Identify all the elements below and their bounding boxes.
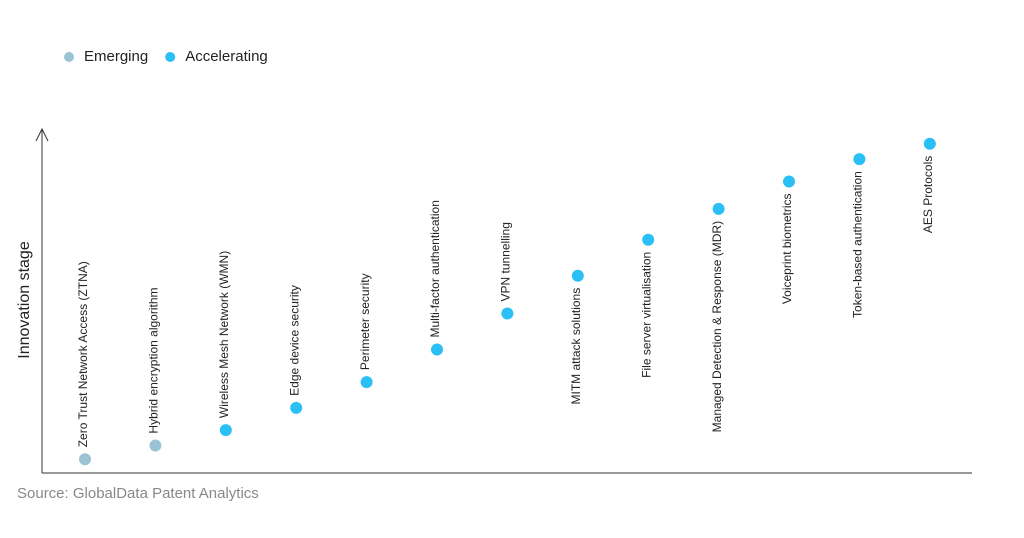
data-point [642, 233, 655, 246]
y-axis-arrow [35, 127, 49, 142]
data-point [712, 202, 725, 215]
point-label: Voiceprint biometrics [780, 193, 794, 304]
data-point [501, 307, 514, 320]
point-label: File server virtualisation [639, 252, 653, 378]
data-point [219, 424, 232, 437]
source-note: Source: GlobalData Patent Analytics [17, 485, 259, 502]
y-axis-title: Innovation stage [16, 241, 33, 359]
data-point [571, 269, 584, 282]
data-point [290, 401, 303, 414]
data-point [783, 175, 795, 188]
legend-text: Accelerating [185, 48, 268, 65]
legend-marker [165, 52, 176, 62]
point-label: AES Protocols [921, 156, 935, 233]
point-label: VPN tunnelling [499, 222, 513, 301]
point-label: MITM attack solutions [569, 288, 583, 405]
data-point [79, 453, 91, 466]
point-label: Multi-factor authentication [428, 200, 442, 337]
point-label: Wireless Mesh Network (WMN) [217, 251, 231, 418]
point-label: Edge device security [287, 285, 301, 396]
data-point [149, 439, 162, 452]
data-point [360, 376, 373, 389]
data-point [853, 153, 866, 166]
point-label: Perimeter security [358, 273, 372, 370]
data-point [431, 343, 443, 356]
data-point [923, 137, 936, 150]
point-label: Token-based authentication [851, 171, 865, 318]
point-label: Zero Trust Network Access (ZTNA) [76, 261, 90, 447]
legend-marker [64, 52, 74, 62]
point-label: Hybrid encryption algorithm [147, 287, 161, 433]
legend-text: Emerging [84, 48, 148, 65]
point-label: Managed Detection & Response (MDR) [710, 221, 724, 432]
